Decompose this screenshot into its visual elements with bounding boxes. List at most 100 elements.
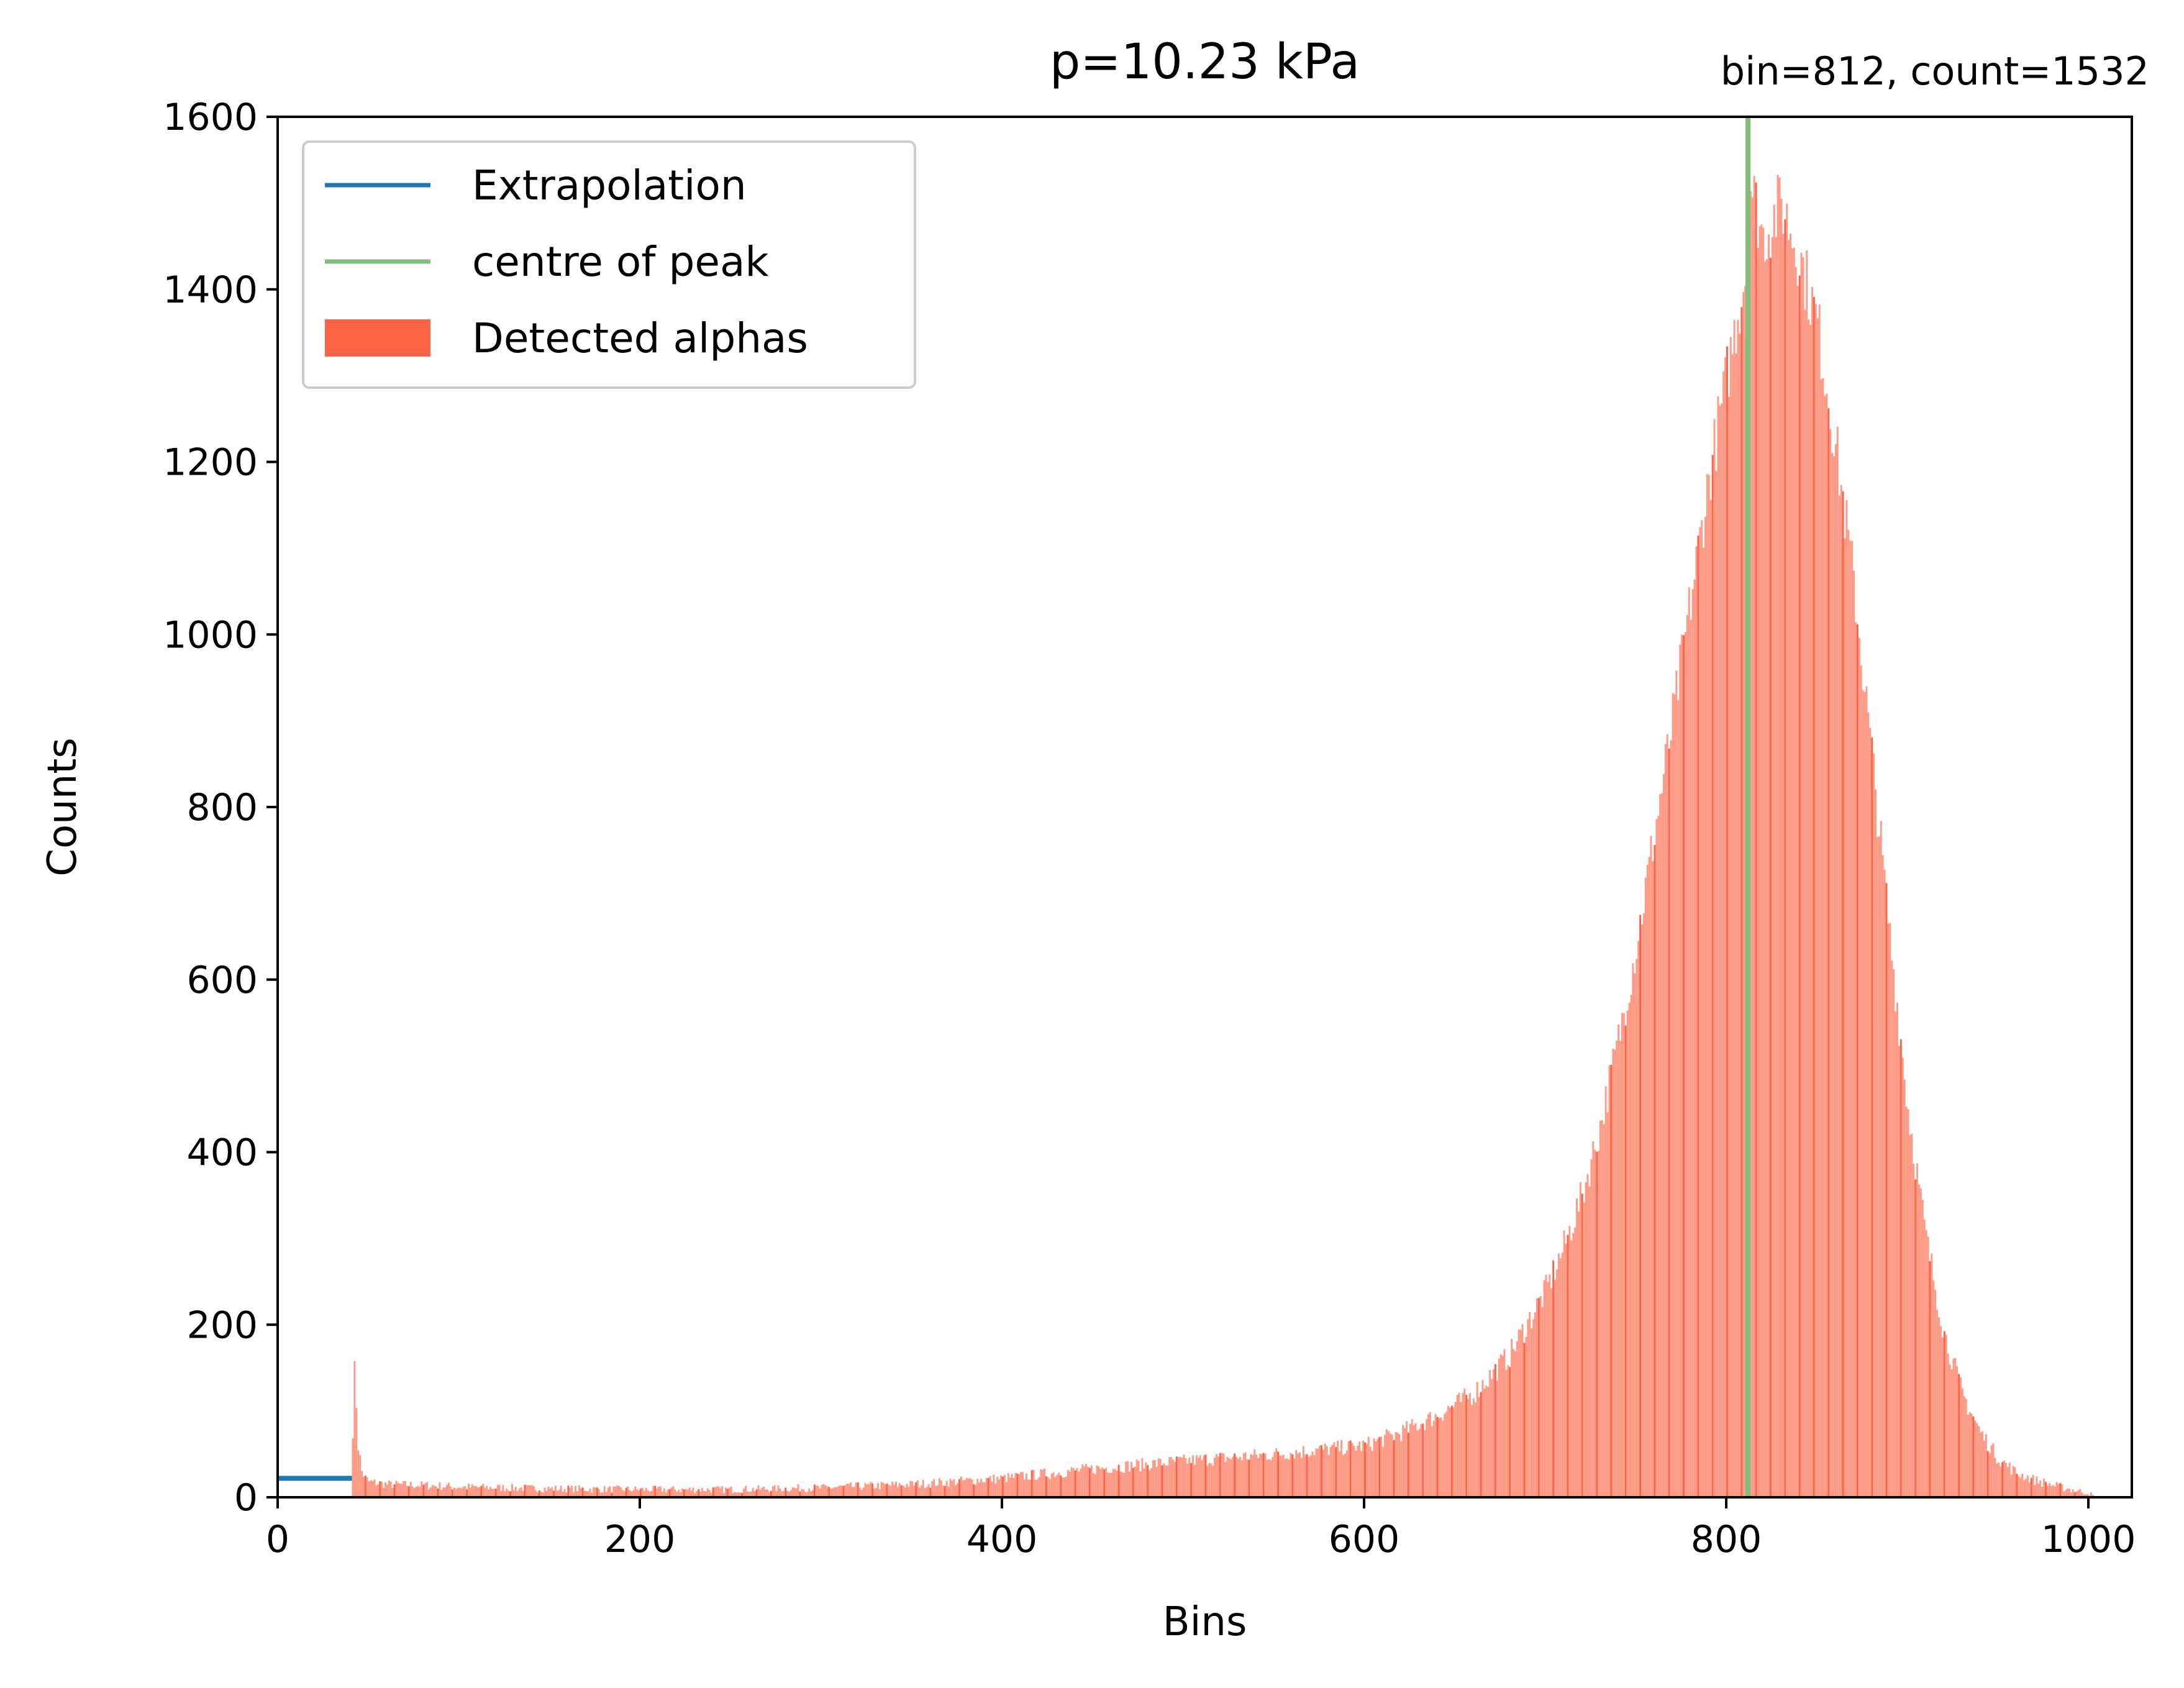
histogram-bar — [1590, 1159, 1593, 1497]
histogram-bar — [516, 1490, 519, 1497]
histogram-bar — [1322, 1449, 1324, 1497]
histogram-bar — [1516, 1341, 1518, 1497]
x-tick-label: 200 — [604, 1518, 676, 1561]
histogram-bar — [980, 1479, 982, 1497]
histogram-bar — [1145, 1462, 1147, 1497]
histogram-bar — [781, 1491, 783, 1497]
histogram-bar — [1949, 1364, 1951, 1497]
histogram-bar — [576, 1491, 578, 1497]
histogram-bar — [991, 1482, 993, 1497]
histogram-bar — [643, 1490, 645, 1497]
histogram-bar — [2065, 1490, 2067, 1497]
histogram-bar — [1396, 1432, 1399, 1497]
histogram-bar — [1105, 1467, 1108, 1497]
histogram-bar — [763, 1487, 765, 1497]
histogram-bar — [1157, 1458, 1160, 1497]
histogram-bar — [457, 1488, 459, 1497]
x-tick-label: 0 — [266, 1518, 289, 1561]
histogram-bar — [1234, 1453, 1236, 1497]
histogram-bar — [1380, 1436, 1383, 1497]
histogram-bar — [743, 1488, 745, 1497]
histogram-bar — [1699, 527, 1701, 1498]
histogram-bar — [1688, 587, 1690, 1498]
histogram-bar — [1402, 1425, 1404, 1497]
histogram-bar — [1760, 224, 1763, 1497]
histogram-bar — [475, 1486, 477, 1497]
histogram-bar — [909, 1480, 912, 1497]
histogram-bar — [1081, 1464, 1084, 1497]
histogram-bar — [884, 1484, 886, 1497]
histogram-bar — [665, 1492, 667, 1497]
histogram-bar — [848, 1484, 850, 1497]
histogram-bar — [775, 1491, 778, 1497]
histogram-bar — [1588, 1186, 1591, 1497]
histogram-bar — [1226, 1456, 1229, 1497]
histogram-bar — [1945, 1334, 1947, 1497]
histogram-bar — [2070, 1492, 2072, 1497]
histogram-bar — [658, 1487, 660, 1497]
histogram-bar — [591, 1492, 593, 1497]
histogram-bar — [1853, 570, 1855, 1497]
histogram-bar — [1452, 1407, 1455, 1497]
histogram-bar — [1514, 1351, 1516, 1497]
histogram-bar — [1487, 1387, 1490, 1497]
histogram-bar — [783, 1490, 785, 1497]
histogram-bar — [389, 1481, 392, 1497]
histogram-bar — [1414, 1423, 1417, 1497]
histogram-bar — [469, 1487, 471, 1497]
histogram-bar — [1114, 1469, 1116, 1497]
histogram-bar — [399, 1483, 401, 1497]
histogram-bar — [1672, 693, 1674, 1497]
histogram-bar — [1727, 396, 1730, 1497]
histogram-bar — [1624, 1025, 1627, 1497]
histogram-bar — [1047, 1477, 1049, 1497]
histogram-bar — [1604, 1086, 1607, 1497]
histogram-bar — [725, 1487, 727, 1497]
histogram-bars — [352, 175, 2094, 1498]
histogram-bar — [1960, 1377, 1962, 1497]
histogram-bar — [1863, 691, 1866, 1497]
histogram-bar — [935, 1485, 937, 1497]
histogram-bar — [937, 1485, 939, 1497]
histogram-bar — [690, 1490, 693, 1497]
histogram-bar — [1306, 1454, 1308, 1497]
histogram-bar — [2083, 1494, 2085, 1497]
histogram-bar — [1440, 1417, 1442, 1497]
histogram-bar — [1809, 324, 1812, 1497]
histogram-bar — [1458, 1392, 1460, 1497]
histogram-bar — [1272, 1456, 1274, 1497]
histogram-bar — [875, 1488, 877, 1497]
histogram-bar — [621, 1490, 624, 1497]
histogram-bar — [779, 1488, 781, 1497]
histogram-bar — [681, 1488, 683, 1497]
legend-peak-label: centre of peak — [472, 238, 769, 286]
histogram-bar — [1691, 589, 1694, 1498]
histogram-bar — [2046, 1485, 2049, 1497]
histogram-bar — [2032, 1474, 2034, 1497]
histogram-bar — [973, 1484, 975, 1497]
histogram-bar — [2019, 1477, 2022, 1497]
histogram-bar — [1288, 1459, 1290, 1497]
histogram-bar — [1531, 1328, 1533, 1497]
histogram-bar — [791, 1487, 794, 1497]
histogram-bar — [406, 1485, 408, 1497]
histogram-bar — [1230, 1459, 1232, 1497]
histogram-bar — [1664, 744, 1667, 1497]
histogram-bar — [395, 1480, 398, 1497]
histogram-bar — [1481, 1380, 1484, 1497]
histogram-bar — [614, 1486, 617, 1497]
histogram-bar — [630, 1491, 633, 1497]
histogram-bar — [1663, 773, 1665, 1497]
histogram-bar — [1907, 1109, 1909, 1497]
histogram-bar — [1844, 538, 1846, 1497]
histogram-bar — [1221, 1453, 1223, 1497]
histogram-bar — [1887, 923, 1890, 1497]
histogram-bar — [1511, 1339, 1513, 1497]
chart-title: p=10.23 kPa — [1050, 34, 1360, 90]
histogram-bar — [618, 1485, 620, 1497]
histogram-bar — [1284, 1459, 1286, 1497]
histogram-bar — [500, 1490, 503, 1497]
histogram-bar — [573, 1492, 575, 1497]
histogram-bar — [1545, 1274, 1547, 1497]
histogram-bar — [1603, 1125, 1605, 1497]
